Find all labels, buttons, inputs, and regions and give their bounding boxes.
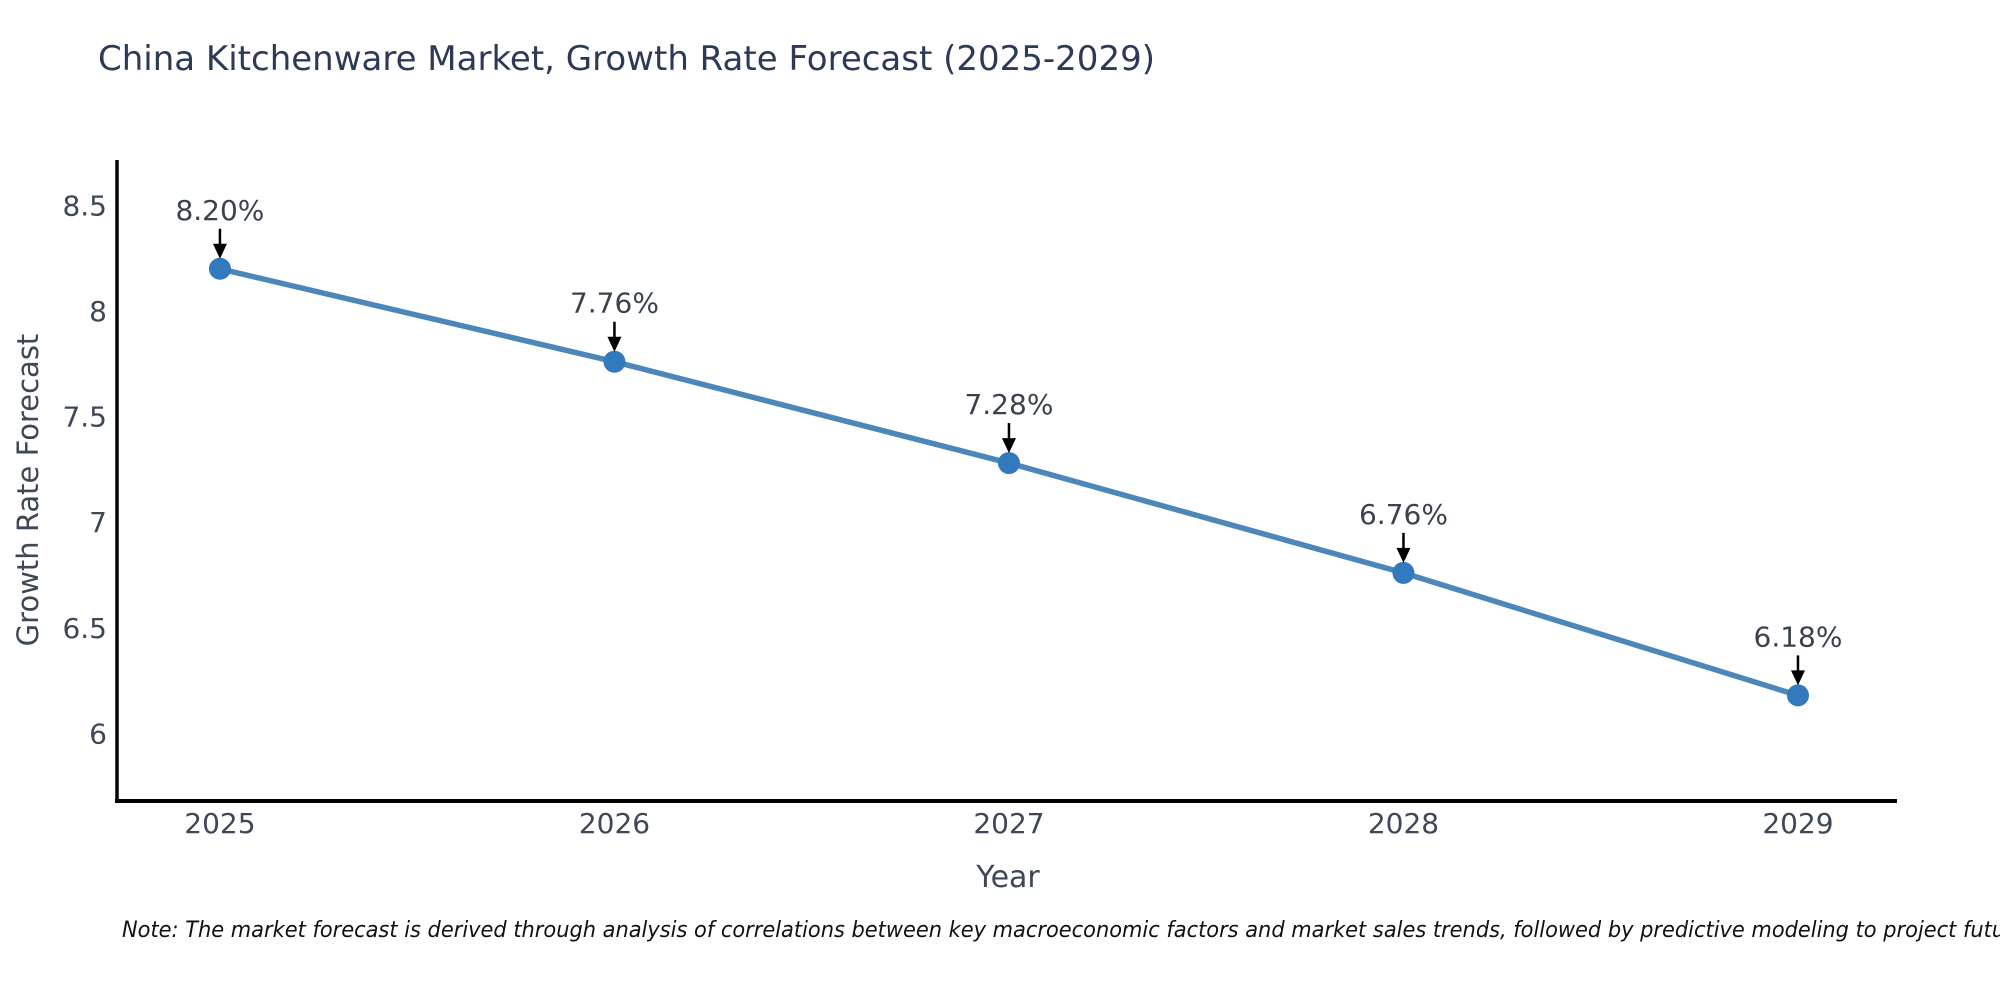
annotation-label: 7.76%	[570, 287, 659, 320]
y-tick-label: 6	[89, 717, 107, 750]
forecast-line	[217, 266, 1801, 699]
y-tick-label: 8.5	[62, 189, 107, 222]
y-tick-label: 7.5	[62, 401, 107, 434]
x-axis-title: Year	[976, 860, 1040, 895]
annotation-arrow-head	[1001, 438, 1016, 454]
x-tick-label: 2026	[579, 807, 650, 840]
annotation-arrow-head	[1396, 547, 1411, 563]
annotation-arrow-head	[607, 336, 622, 352]
x-tick-label: 2025	[184, 807, 255, 840]
annotation-label: 6.18%	[1754, 620, 1843, 653]
data-point-2027	[997, 452, 1020, 475]
annotation-arrow-head	[212, 243, 227, 259]
data-point-2025	[208, 257, 231, 280]
y-tick-label: 7	[89, 506, 107, 539]
data-point-2029	[1786, 684, 1809, 707]
footnote-text: Note: The market forecast is derived thr…	[122, 917, 2000, 943]
annotation-label: 6.76%	[1359, 498, 1448, 531]
annotation-label: 8.20%	[175, 194, 264, 227]
x-tick-label: 2027	[973, 807, 1044, 840]
annotation-label: 7.28%	[964, 388, 1053, 421]
chart-title: China Kitchenware Market, Growth Rate Fo…	[98, 39, 1155, 79]
data-point-2026	[603, 350, 626, 373]
annotation-arrow-head	[1790, 670, 1805, 686]
data-point-2028	[1392, 561, 1415, 584]
y-tick-label: 8	[89, 295, 107, 328]
x-tick-label: 2028	[1368, 807, 1439, 840]
x-tick-label: 2029	[1762, 807, 1833, 840]
y-tick-label: 6.5	[62, 612, 107, 645]
